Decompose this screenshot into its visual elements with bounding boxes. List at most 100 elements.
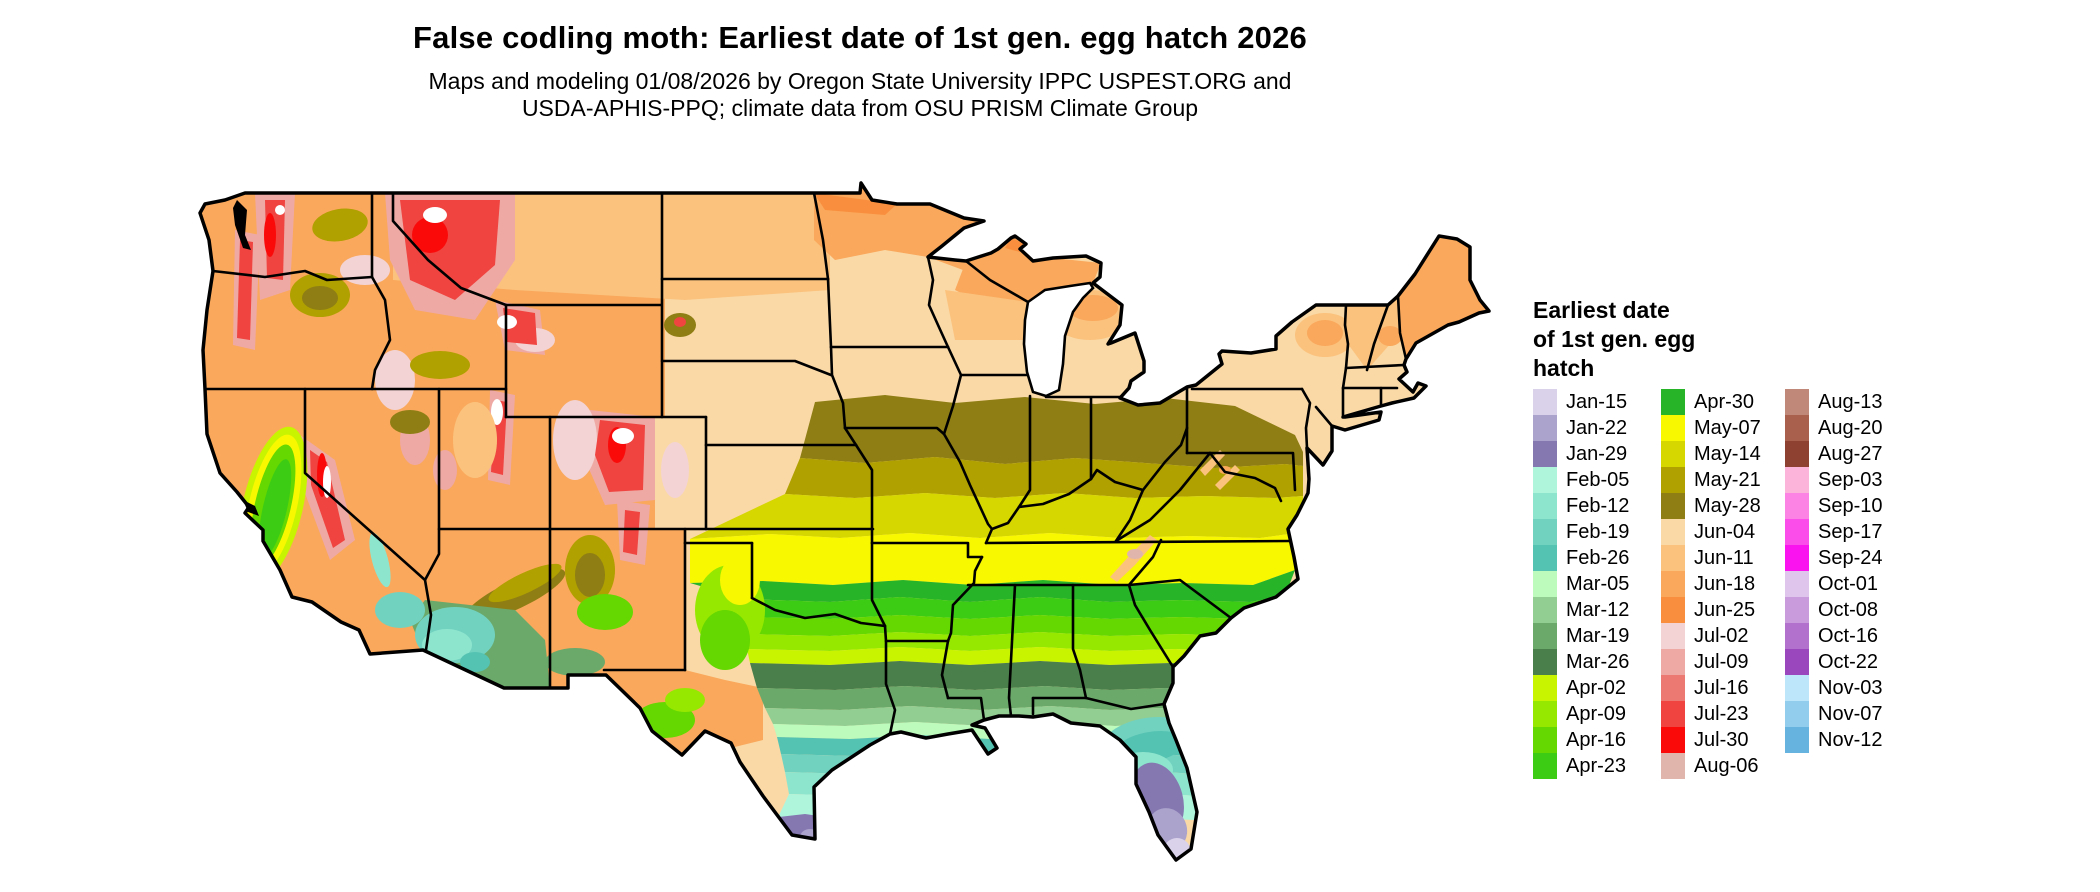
legend-label: May-21 bbox=[1694, 468, 1761, 491]
legend-row: Apr-16 bbox=[1533, 727, 1629, 753]
legend-row: May-14 bbox=[1661, 441, 1761, 467]
legend-swatch bbox=[1661, 753, 1685, 779]
legend-row: Feb-12 bbox=[1533, 493, 1629, 519]
legend-label: May-14 bbox=[1694, 442, 1761, 465]
legend-row: Jan-29 bbox=[1533, 441, 1629, 467]
subtitle-line-1: Maps and modeling 01/08/2026 by Oregon S… bbox=[428, 68, 1292, 94]
legend-row: Sep-03 bbox=[1785, 467, 1883, 493]
subtitle-line-2: USDA-APHIS-PPQ; climate data from OSU PR… bbox=[521, 95, 1199, 121]
legend-row: Oct-01 bbox=[1785, 571, 1883, 597]
legend-label: Mar-19 bbox=[1566, 624, 1630, 647]
legend-swatch bbox=[1785, 545, 1809, 571]
legend-swatch bbox=[1533, 753, 1557, 779]
legend-swatch bbox=[1533, 571, 1557, 597]
legend-swatch bbox=[1785, 519, 1809, 545]
legend-label: Jan-29 bbox=[1566, 442, 1628, 465]
legend-label: Sep-24 bbox=[1818, 546, 1883, 569]
sf-bay bbox=[243, 500, 259, 516]
legend-column-1: Jan-15 Jan-22 Jan-29 Feb-05 Feb-12 Feb-19 Feb-… bbox=[1533, 389, 1629, 779]
legend-column-2: Apr-30 May-07 May-14 May-21 May-28 Jun-04 Jun-… bbox=[1661, 389, 1761, 779]
legend-swatch bbox=[1661, 389, 1685, 415]
legend-swatch bbox=[1661, 623, 1685, 649]
legend-row: Apr-23 bbox=[1533, 753, 1629, 779]
legend-label: Oct-01 bbox=[1818, 572, 1879, 595]
legend-swatch bbox=[1785, 493, 1809, 519]
legend-row: Feb-26 bbox=[1533, 545, 1629, 571]
legend-swatch bbox=[1661, 415, 1685, 441]
legend-label: Mar-05 bbox=[1566, 572, 1630, 595]
legend-columns: Jan-15 Jan-22 Jan-29 Feb-05 Feb-12 Feb-19 Feb-… bbox=[1533, 389, 1953, 789]
legend-swatch bbox=[1661, 545, 1685, 571]
legend-label: Jul-30 bbox=[1694, 728, 1749, 751]
legend-swatch bbox=[1533, 519, 1557, 545]
legend-row: Jul-02 bbox=[1661, 623, 1761, 649]
legend-swatch bbox=[1661, 727, 1685, 753]
legend-label: Jul-16 bbox=[1694, 676, 1749, 699]
legend-label: Oct-08 bbox=[1818, 598, 1879, 621]
page-title: False codling moth: Earliest date of 1st… bbox=[413, 20, 1307, 55]
legend-swatch bbox=[1661, 441, 1685, 467]
legend-swatch bbox=[1785, 727, 1809, 753]
legend-swatch bbox=[1785, 441, 1809, 467]
legend-row: Mar-12 bbox=[1533, 597, 1629, 623]
legend-label: Jun-18 bbox=[1694, 572, 1756, 595]
legend-swatch bbox=[1533, 623, 1557, 649]
legend-label: Apr-30 bbox=[1694, 390, 1755, 413]
legend-row: Feb-19 bbox=[1533, 519, 1629, 545]
legend: Earliest date of 1st gen. egg hatch Jan-… bbox=[1533, 296, 1953, 789]
legend-swatch bbox=[1785, 571, 1809, 597]
legend-label: Aug-06 bbox=[1694, 754, 1759, 777]
legend-label: Aug-13 bbox=[1818, 390, 1883, 413]
legend-row: Jun-25 bbox=[1661, 597, 1761, 623]
legend-row: Mar-26 bbox=[1533, 649, 1629, 675]
legend-swatch bbox=[1661, 493, 1685, 519]
legend-row: May-21 bbox=[1661, 467, 1761, 493]
legend-label: Feb-12 bbox=[1566, 494, 1630, 517]
legend-swatch bbox=[1785, 415, 1809, 441]
legend-label: Sep-10 bbox=[1818, 494, 1883, 517]
legend-swatch bbox=[1661, 649, 1685, 675]
legend-swatch bbox=[1661, 597, 1685, 623]
legend-label: Jul-02 bbox=[1694, 624, 1749, 647]
legend-row: Sep-24 bbox=[1785, 545, 1883, 571]
legend-label: Feb-05 bbox=[1566, 468, 1630, 491]
legend-label: May-07 bbox=[1694, 416, 1761, 439]
legend-label: Apr-02 bbox=[1566, 676, 1627, 699]
legend-swatch bbox=[1661, 675, 1685, 701]
legend-swatch bbox=[1785, 675, 1809, 701]
legend-row: Oct-22 bbox=[1785, 649, 1883, 675]
legend-row: Apr-30 bbox=[1661, 389, 1761, 415]
legend-row: Nov-07 bbox=[1785, 701, 1883, 727]
legend-swatch bbox=[1533, 415, 1557, 441]
legend-label: Nov-03 bbox=[1818, 676, 1883, 699]
legend-row: Oct-16 bbox=[1785, 623, 1883, 649]
legend-swatch bbox=[1785, 701, 1809, 727]
header: False codling moth: Earliest date of 1st… bbox=[200, 0, 1520, 122]
legend-label: Jun-04 bbox=[1694, 520, 1756, 543]
legend-label: Aug-27 bbox=[1818, 442, 1883, 465]
legend-swatch bbox=[1661, 701, 1685, 727]
legend-row: Aug-13 bbox=[1785, 389, 1883, 415]
legend-row: Oct-08 bbox=[1785, 597, 1883, 623]
legend-row: Aug-27 bbox=[1785, 441, 1883, 467]
legend-swatch bbox=[1661, 519, 1685, 545]
legend-label: Oct-22 bbox=[1818, 650, 1879, 673]
legend-row: Jul-30 bbox=[1661, 727, 1761, 753]
subtitle: Maps and modeling 01/08/2026 by Oregon S… bbox=[200, 68, 1520, 122]
legend-row: Sep-17 bbox=[1785, 519, 1883, 545]
us-map bbox=[185, 140, 1505, 880]
conus-outline bbox=[198, 181, 1491, 862]
legend-row: Aug-20 bbox=[1785, 415, 1883, 441]
legend-swatch bbox=[1785, 649, 1809, 675]
legend-swatch bbox=[1785, 389, 1809, 415]
legend-row: Mar-19 bbox=[1533, 623, 1629, 649]
legend-swatch bbox=[1785, 597, 1809, 623]
puget-sound bbox=[233, 200, 251, 250]
legend-label: Apr-23 bbox=[1566, 754, 1627, 777]
legend-swatch bbox=[1661, 467, 1685, 493]
legend-row: Jul-09 bbox=[1661, 649, 1761, 675]
legend-row: Jun-18 bbox=[1661, 571, 1761, 597]
legend-swatch bbox=[1533, 597, 1557, 623]
legend-label: May-28 bbox=[1694, 494, 1761, 517]
